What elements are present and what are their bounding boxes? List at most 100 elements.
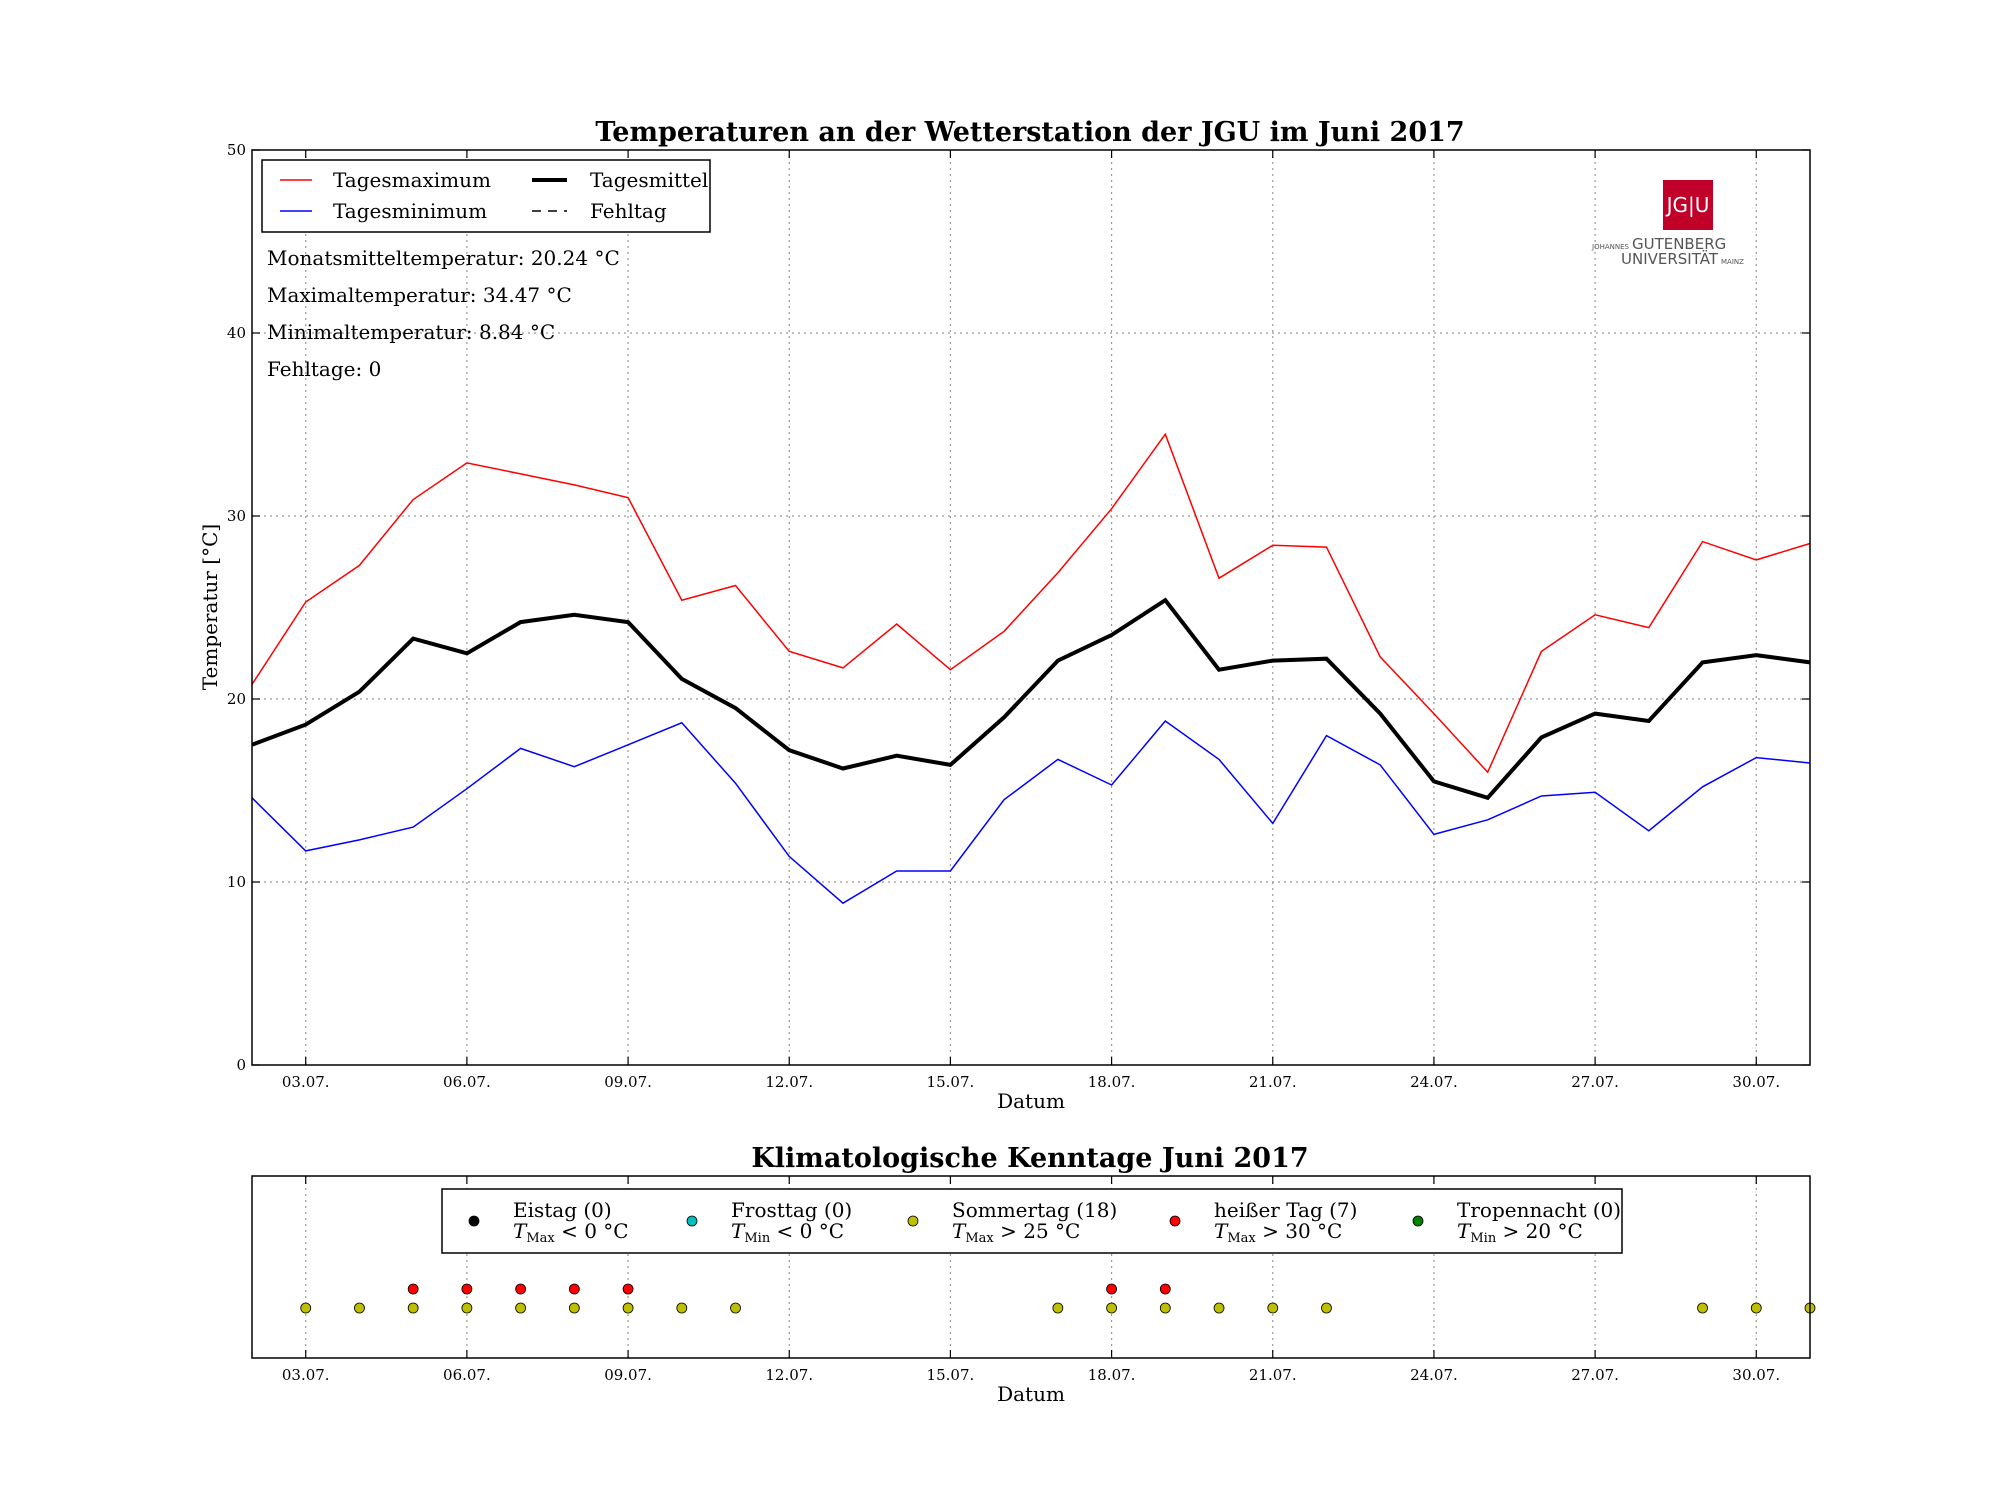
legend-marker-frosttag [686,1215,698,1227]
temperature-grid [252,150,1810,1065]
jgu-logo-line2: UNIVERSITÄT MAINZ [1621,249,1744,268]
kenntag-point-heisser-tag [515,1283,527,1295]
kenntage-chart: Klimatologische Kenntage Juni 2017 03.07… [251,1143,1816,1406]
stat-maximaltemperatur: Maximaltemperatur: 34.47 °C [267,283,572,307]
kenntage-legend: Eistag (0)TMax < 0 °C Frosttag (0)TMin < … [441,1188,1623,1254]
jgu-logo-line1: JOHANNES GUTENBERG [1591,235,1726,253]
bottom-x-tick-label: 27.07. [1571,1366,1619,1384]
top-x-tick-label: 30.07. [1732,1073,1780,1091]
kenntag-point-sommertag [1697,1302,1708,1314]
legend-label-tagesminimum: Tagesminimum [333,199,487,223]
kenntag-point-sommertag [1321,1302,1332,1314]
top-x-tick-label: 18.07. [1088,1073,1136,1091]
top-x-tick-label: 21.07. [1249,1073,1297,1091]
legend-label-tagesmittel: Tagesmittel [590,168,708,192]
legend-marker-sommertag [907,1215,919,1227]
kenntage-ticks: 03.07. 06.07. 09.07. 12.07. 15.07. 18.07. 21.0… [282,1176,1780,1384]
jgu-logo-mark-text: JG|U [1665,193,1710,217]
legend-condition-tropennacht: TMin > 20 °C [1457,1219,1583,1246]
top-x-tick-label: 03.07. [282,1073,330,1091]
legend-label-heisser-tag: heißer Tag (7) [1214,1198,1357,1222]
legend-marker-tropennacht [1412,1215,1424,1227]
legend-label-frosttag: Frosttag (0) [731,1198,852,1222]
top-y-tick-label: 20 [227,690,246,708]
kenntag-point-sommertag [461,1302,473,1314]
kenntage-chart-title: Klimatologische Kenntage Juni 2017 [751,1143,1308,1174]
temperature-legend-box [261,159,711,233]
bottom-x-tick-label: 12.07. [765,1366,813,1384]
kenntag-point-sommertag [730,1302,741,1314]
legend-condition-eistag: TMax < 0 °C [513,1219,629,1246]
top-x-tick-label: 24.07. [1410,1073,1458,1091]
kenntag-point-heisser-tag [568,1283,580,1295]
bottom-x-tick-label: 24.07. [1410,1366,1458,1384]
legend-label-tagesmaximum: Tagesmaximum [333,168,491,192]
kenntag-point-heisser-tag [1159,1283,1171,1295]
kenntag-point-sommertag [1106,1302,1117,1314]
kenntag-point-sommertag [676,1302,688,1314]
top-x-tick-label: 12.07. [765,1073,813,1091]
top-y-tick-label: 50 [227,141,246,159]
top-x-tick-label: 15.07. [927,1073,975,1091]
kenntag-point-sommertag [622,1302,634,1314]
kenntag-point-sommertag [515,1302,527,1314]
kenntag-point-heisser-tag [1106,1283,1117,1295]
jgu-logo-mark [1663,180,1713,230]
top-y-tick-label: 30 [227,507,246,525]
bottom-x-tick-label: 03.07. [282,1366,330,1384]
kenntage-points [300,1283,1816,1314]
temperature-x-axis-label: Datum [997,1089,1065,1113]
kenntag-point-sommertag [300,1302,312,1314]
legend-marker-heisser-tag [1169,1215,1181,1227]
kenntag-point-heisser-tag [461,1283,473,1295]
kenntag-point-sommertag [1159,1302,1171,1314]
legend-condition-frosttag: TMin < 0 °C [731,1219,844,1246]
kenntag-point-sommertag [1750,1302,1762,1314]
legend-label-fehltag: Fehltag [590,199,667,223]
bottom-x-tick-label: 09.07. [604,1366,652,1384]
temperature-chart: Temperaturen an der Wetterstation der JG… [198,117,1811,1113]
legend-label-eistag: Eistag (0) [513,1198,612,1222]
bottom-x-tick-label: 21.07. [1249,1366,1297,1384]
bottom-x-tick-label: 15.07. [927,1366,975,1384]
kenntage-x-axis-label: Datum [997,1382,1065,1406]
top-x-tick-label: 06.07. [443,1073,491,1091]
kenntag-point-heisser-tag [407,1283,419,1295]
kenntag-point-sommertag [354,1302,365,1314]
legend-label-sommertag: Sommertag (18) [952,1198,1117,1222]
legend-condition-heisser-tag: TMax > 30 °C [1214,1219,1342,1246]
top-y-tick-label: 40 [227,324,246,342]
bottom-x-tick-label: 06.07. [443,1366,491,1384]
temperature-chart-title: Temperaturen an der Wetterstation der JG… [595,117,1464,148]
kenntag-point-sommertag [1052,1302,1064,1314]
kenntage-legend-entries: Eistag (0)TMax < 0 °C Frosttag (0)TMin < … [468,1198,1621,1246]
bottom-x-tick-label: 30.07. [1732,1366,1780,1384]
stat-monatsmittel: Monatsmitteltemperatur: 20.24 °C [267,246,620,270]
legend-marker-eistag [468,1215,480,1227]
legend-condition-sommertag: TMax > 25 °C [952,1219,1080,1246]
legend-label-tropennacht: Tropennacht (0) [1457,1198,1621,1222]
kenntag-point-sommertag [1213,1302,1225,1314]
temperature-y-axis-label: Temperatur [°C] [198,524,222,690]
temperature-plot-frame [251,149,1811,1066]
series-line-tagesmittel [251,597,1811,801]
top-y-tick-label: 0 [236,1056,246,1074]
kenntag-point-sommertag [568,1302,580,1314]
kenntag-point-heisser-tag [622,1283,634,1295]
stat-minimaltemperatur: Minimaltemperatur: 8.84 °C [267,320,555,344]
temperature-legend: Tagesmaximum Tagesminimum Tagesmittel Fe… [261,159,711,233]
kenntage-plot-frame [251,1175,1811,1359]
series-line-tagesmaximum [251,432,1811,774]
kenntag-point-sommertag [1267,1302,1279,1314]
temperature-ticks: 03.07. 06.07. 09.07. 12.07. 15.07. 18.07. 21.0… [227,141,1810,1091]
kenntag-point-sommertag [407,1302,419,1314]
top-y-tick-label: 10 [227,873,246,891]
jgu-logo: JG|U JOHANNES GUTENBERG UNIVERSITÄT MAINZ [1591,180,1744,268]
series-line-tagesminimum [251,719,1811,905]
bottom-x-tick-label: 18.07. [1088,1366,1136,1384]
stat-fehltage: Fehltage: 0 [267,357,381,381]
temperature-lines [251,432,1811,905]
top-x-tick-label: 27.07. [1571,1073,1619,1091]
top-x-tick-label: 09.07. [604,1073,652,1091]
